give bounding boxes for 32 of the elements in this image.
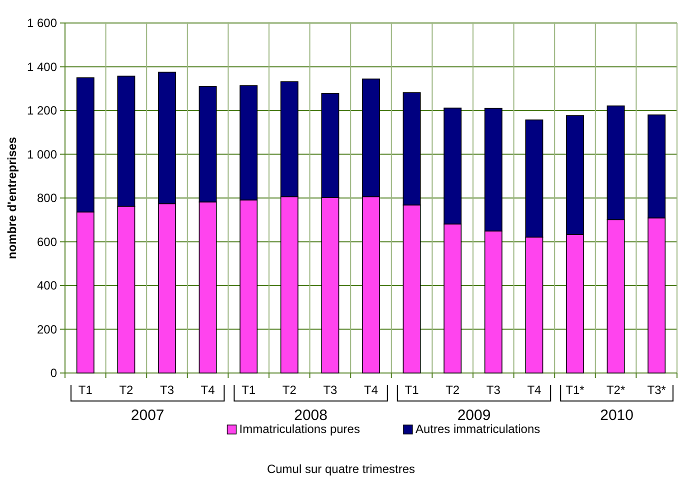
y-tick-label: 1 200 (26, 104, 58, 118)
x-tick-label: T4 (527, 383, 542, 397)
y-tick-label: 800 (36, 191, 58, 206)
text: Cumul sur quatre trimestres (266, 462, 416, 476)
legend-label: Autres immatriculations (415, 422, 540, 436)
x-tick-label: T2 (119, 383, 134, 397)
legend-label: Immatriculations pures (239, 422, 360, 436)
x-tick-label: T3 (323, 383, 338, 397)
x-tick-label: T1* (566, 383, 585, 397)
x-tick-label: T1 (404, 383, 420, 397)
x-tick-label: T4 (200, 383, 216, 397)
x-tick-label: T4 (364, 383, 378, 397)
y-tick-label: 200 (36, 322, 58, 336)
x-tick-label: T3 (160, 383, 174, 397)
y-tick-label: 600 (36, 234, 58, 249)
y-tick-label: 400 (36, 278, 58, 293)
x-tick-label: T3 (486, 383, 501, 397)
y-tick-label: 1 400 (26, 60, 58, 74)
y-tick-label: 0 (50, 366, 58, 380)
y-axis-title: nombre d'entreprises (5, 136, 19, 260)
text: 2007 (130, 407, 164, 424)
text: 2008 (294, 407, 328, 424)
x-tick-label: T2 (446, 383, 460, 397)
x-tick-label: T1 (242, 383, 256, 397)
y-tick-label: 1 600 (26, 16, 58, 30)
x-tick-label: T2 (282, 383, 297, 397)
x-tick-label: T2* (606, 383, 626, 397)
x-tick-label: T3* (647, 383, 666, 397)
text: 2009 (457, 407, 491, 424)
y-tick-label: 1 000 (26, 147, 58, 162)
x-tick-label: T1 (78, 383, 93, 397)
text: 2010 (600, 407, 634, 424)
